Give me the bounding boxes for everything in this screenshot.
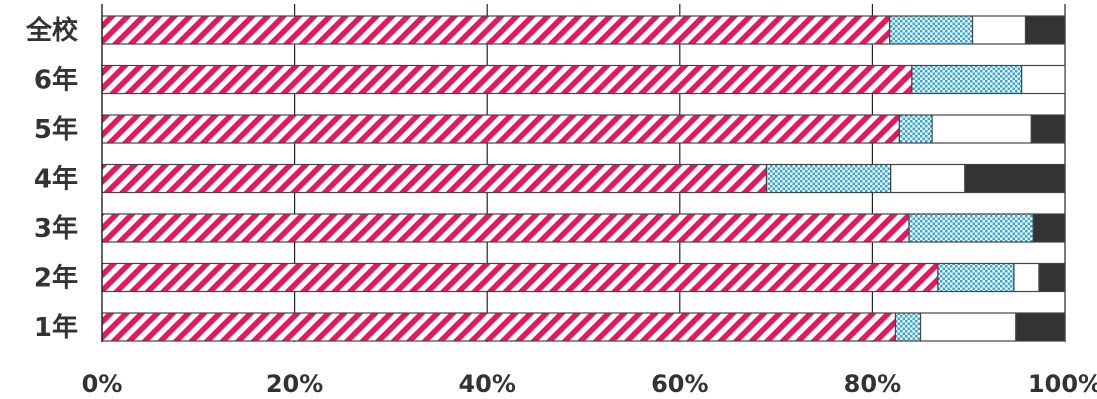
category-label: 1年 — [34, 312, 78, 343]
x-tick-label: 80% — [844, 370, 901, 398]
bar-segment-dotted — [911, 64, 1023, 95]
bar-segment-dotted — [889, 15, 974, 45]
bar-segment-white — [971, 15, 1027, 45]
bar-segment-white — [890, 163, 966, 194]
bar-segment-dark — [1038, 262, 1066, 293]
category-label: 3年 — [34, 213, 78, 244]
bar-segment-dark — [1032, 213, 1066, 243]
bar-segment-striped — [101, 15, 891, 45]
bar-segment-dotted — [937, 262, 1015, 293]
x-tick-label: 0% — [82, 370, 123, 398]
bar-segment-dotted — [765, 163, 892, 194]
bar-segment-striped — [101, 114, 900, 144]
bar-segment-dark — [964, 163, 1066, 194]
bar-segment-striped — [101, 64, 913, 95]
x-tick-label: 100% — [1028, 370, 1097, 398]
x-tick-label: 60% — [651, 370, 708, 398]
bar-segment-dotted — [894, 312, 922, 342]
category-label: 2年 — [34, 263, 78, 294]
bar-segment-striped — [101, 213, 910, 243]
bar-segment-white — [1021, 64, 1066, 95]
x-tick-label: 40% — [458, 370, 515, 398]
bar-segment-striped — [101, 312, 897, 342]
bar-segment-striped — [101, 163, 768, 194]
bar-segment-dark — [1015, 312, 1066, 342]
category-label: 6年 — [34, 65, 78, 96]
bar-segment-striped — [101, 262, 939, 293]
bars — [101, 15, 1066, 342]
bar-segment-white — [919, 312, 1017, 342]
labels: 0% 20% 40% 60% 80% 100% 全校 6年 5年 4年 3年 2年 1年 — [25, 15, 1097, 398]
category-label: 4年 — [34, 164, 78, 195]
x-tick-label: 20% — [266, 370, 323, 398]
bar-segment-dotted — [898, 114, 933, 144]
category-label: 5年 — [34, 114, 78, 145]
bar-segment-dark — [1030, 114, 1066, 144]
bar-segment-white — [1013, 262, 1040, 293]
category-label: 全校 — [25, 15, 79, 46]
bar-segment-dotted — [908, 213, 1034, 243]
bar-segment-dark — [1024, 15, 1066, 45]
bar-segment-white — [931, 114, 1032, 144]
